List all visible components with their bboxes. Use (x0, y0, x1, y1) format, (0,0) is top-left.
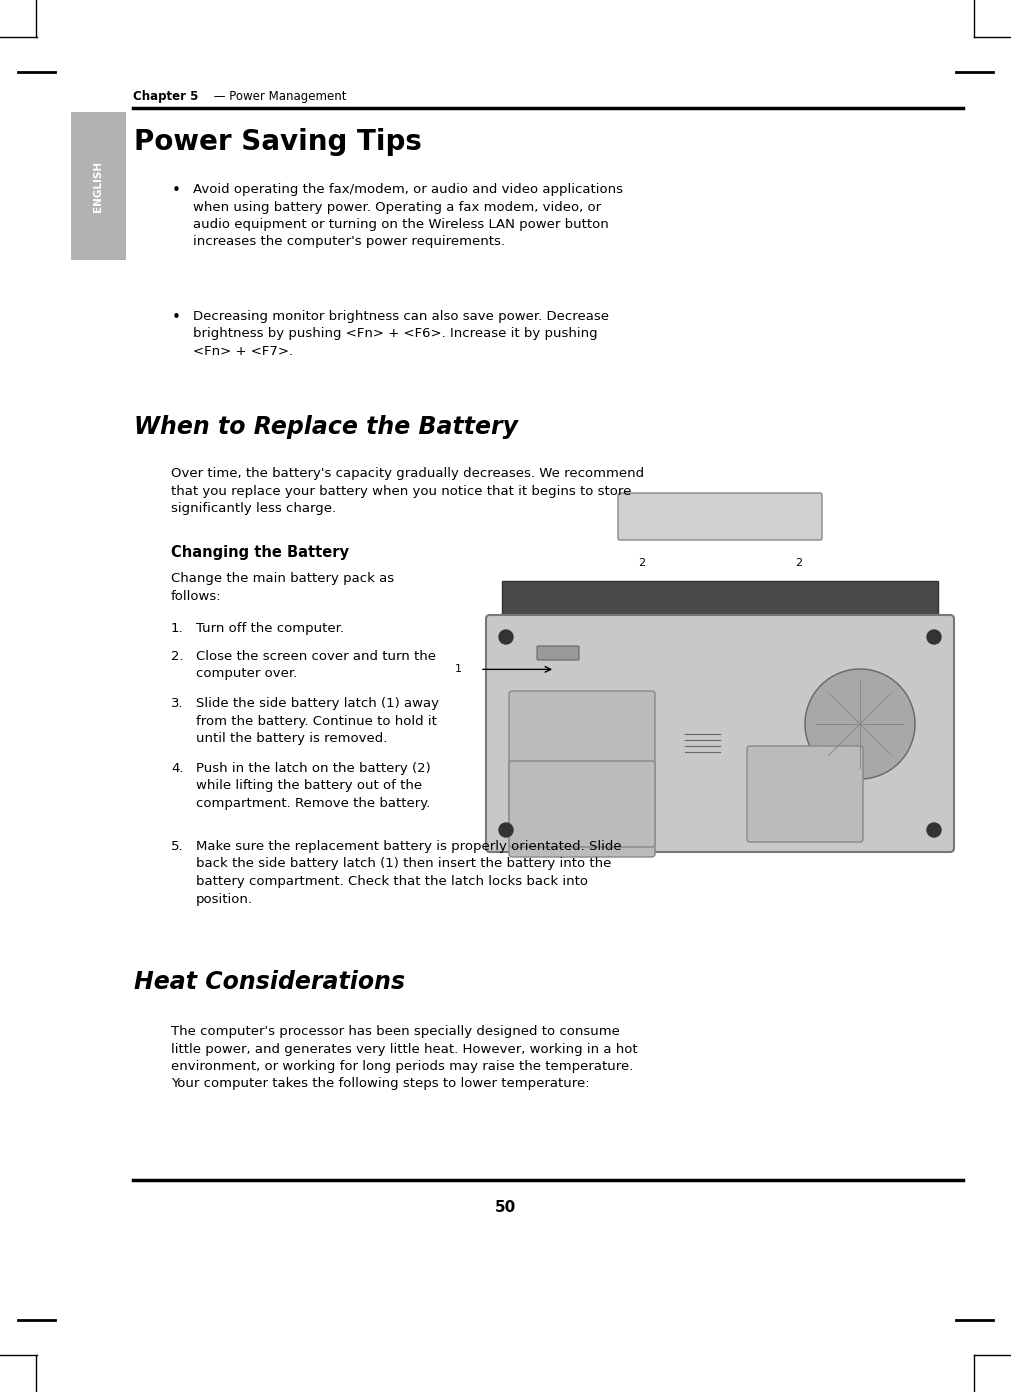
Circle shape (805, 670, 915, 780)
Text: Chapter 5: Chapter 5 (133, 90, 198, 103)
Text: •: • (172, 182, 181, 198)
Text: Changing the Battery: Changing the Battery (171, 546, 349, 560)
Text: Change the main battery pack as
follows:: Change the main battery pack as follows: (171, 572, 394, 603)
Text: 2: 2 (638, 558, 645, 568)
Text: ENGLISH: ENGLISH (93, 160, 103, 212)
Text: The computer's processor has been specially designed to consume
little power, an: The computer's processor has been specia… (171, 1025, 638, 1090)
Text: 1.: 1. (171, 622, 184, 635)
Text: Heat Considerations: Heat Considerations (134, 970, 405, 994)
FancyBboxPatch shape (509, 761, 655, 846)
Text: Avoid operating the fax/modem, or audio and video applications
when using batter: Avoid operating the fax/modem, or audio … (193, 182, 623, 249)
Text: Close the screen cover and turn the
computer over.: Close the screen cover and turn the comp… (196, 650, 436, 681)
Text: 50: 50 (494, 1200, 517, 1215)
Text: Turn off the computer.: Turn off the computer. (196, 622, 344, 635)
Bar (502, 580, 938, 619)
FancyBboxPatch shape (747, 746, 863, 842)
Text: 3.: 3. (171, 697, 184, 710)
Text: 1: 1 (455, 664, 462, 674)
FancyBboxPatch shape (537, 646, 579, 660)
Circle shape (927, 823, 941, 837)
Text: 4.: 4. (171, 761, 184, 775)
Text: Decreasing monitor brightness can also save power. Decrease
brightness by pushin: Decreasing monitor brightness can also s… (193, 310, 609, 358)
Text: Push in the latch on the battery (2)
while lifting the battery out of the
compar: Push in the latch on the battery (2) whi… (196, 761, 431, 810)
Text: 2.: 2. (171, 650, 184, 663)
Text: •: • (172, 310, 181, 324)
Text: Over time, the battery's capacity gradually decreases. We recommend
that you rep: Over time, the battery's capacity gradua… (171, 466, 644, 515)
Text: 2: 2 (795, 558, 802, 568)
Text: 5.: 5. (171, 839, 184, 853)
Text: — Power Management: — Power Management (210, 90, 347, 103)
FancyBboxPatch shape (509, 690, 655, 857)
FancyBboxPatch shape (486, 615, 954, 852)
Text: Power Saving Tips: Power Saving Tips (134, 128, 422, 156)
Text: When to Replace the Battery: When to Replace the Battery (134, 415, 518, 438)
Circle shape (499, 823, 513, 837)
Text: Make sure the replacement battery is properly orientated. Slide
back the side ba: Make sure the replacement battery is pro… (196, 839, 622, 906)
Text: Slide the side battery latch (1) away
from the battery. Continue to hold it
unti: Slide the side battery latch (1) away fr… (196, 697, 439, 745)
FancyBboxPatch shape (618, 493, 822, 540)
Bar (71, 111, 126, 260)
Circle shape (927, 631, 941, 644)
Circle shape (499, 631, 513, 644)
